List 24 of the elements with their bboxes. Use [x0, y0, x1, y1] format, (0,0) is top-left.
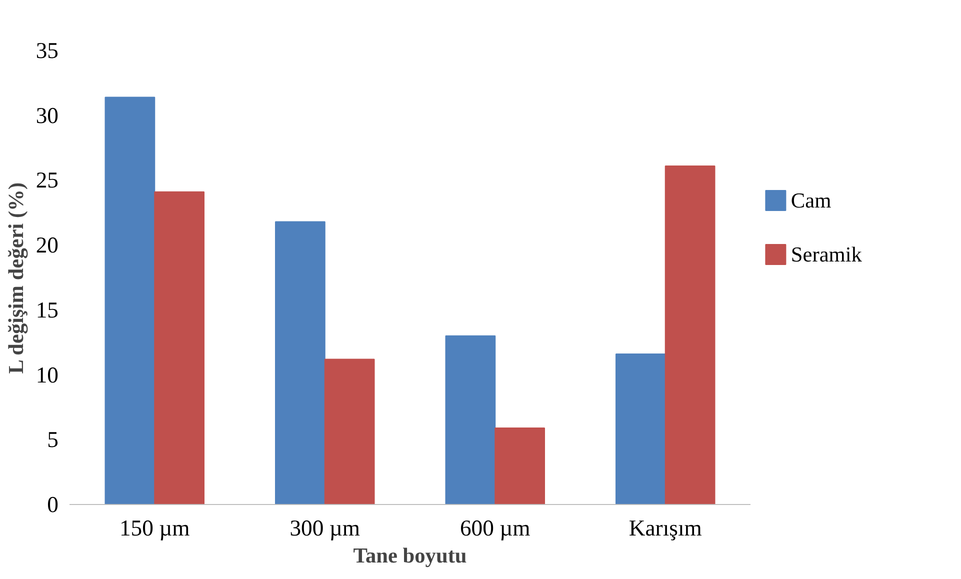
x-tick-label: 600 µm — [460, 516, 531, 540]
y-tick-label: 15 — [36, 297, 58, 322]
y-tick-label: 35 — [36, 38, 58, 63]
y-tick-label: 0 — [47, 492, 58, 517]
y-tick-label: 10 — [36, 362, 58, 388]
bar — [494, 427, 545, 504]
bar — [104, 96, 156, 504]
bar — [664, 165, 716, 504]
y-tick-label: 25 — [36, 168, 58, 193]
x-tick-label: 150 µm — [119, 516, 190, 540]
bar — [616, 354, 666, 504]
bar — [154, 191, 204, 504]
y-tick-label: 30 — [36, 102, 58, 128]
x-axis-title: Tane boyutu — [353, 544, 467, 568]
x-tick-label: Karışım — [628, 516, 702, 540]
bar — [324, 358, 375, 504]
x-tick-label: 300 µm — [290, 516, 360, 540]
y-tick-label: 20 — [36, 232, 58, 258]
y-tick-label: 5 — [47, 427, 58, 452]
y-axis-title: L değişim değeri (%) — [4, 182, 28, 374]
bar — [275, 221, 326, 504]
bar — [445, 335, 496, 504]
legend-label: Cam — [790, 188, 832, 212]
legend-label: Seramik — [790, 242, 862, 266]
